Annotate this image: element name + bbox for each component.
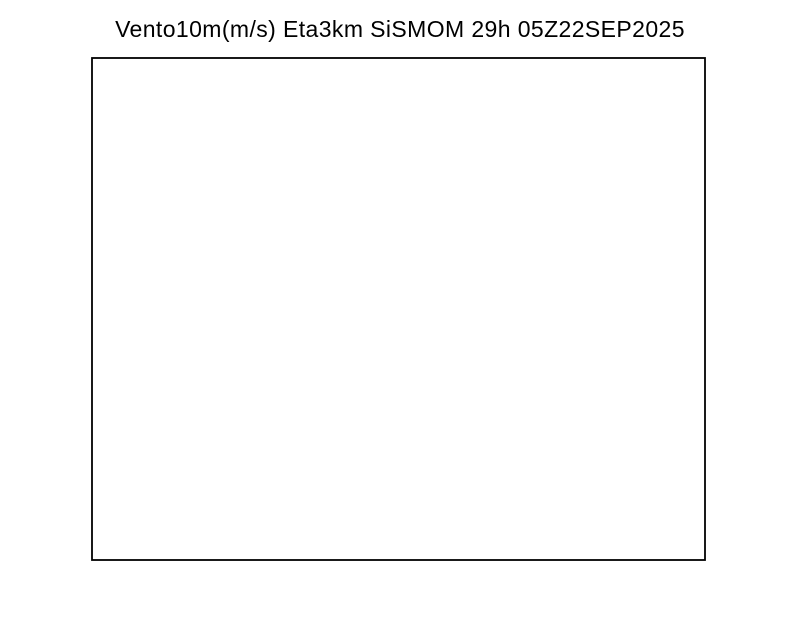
plot-frame	[91, 57, 706, 561]
plot-title: Vento10m(m/s) Eta3km SiSMOM 29h 05Z22SEP…	[115, 16, 685, 42]
